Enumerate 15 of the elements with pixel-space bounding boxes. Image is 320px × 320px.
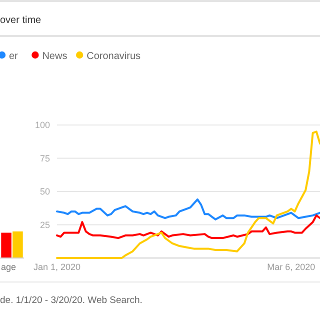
x-tick-label: Mar 6, 2020 <box>267 262 316 272</box>
x-axis-title: age <box>1 262 16 272</box>
line-series <box>56 130 320 259</box>
text: de. 1/1/20 - 3/20/20. Web Search. <box>0 295 142 306</box>
y-tick-label: 25 <box>40 220 50 230</box>
line-series <box>56 214 320 240</box>
legend-label: News <box>42 51 68 62</box>
y-tick-label: 50 <box>40 186 50 196</box>
y-tick-label: 75 <box>40 153 50 164</box>
legend-label: er <box>9 51 19 62</box>
chart-title: over time <box>0 15 42 26</box>
legend-label: Coronavirus <box>86 51 141 62</box>
y-tick-label: 100 <box>34 120 50 130</box>
line-series <box>56 198 320 220</box>
x-tick-label: Jan 1, 2020 <box>33 262 81 272</box>
